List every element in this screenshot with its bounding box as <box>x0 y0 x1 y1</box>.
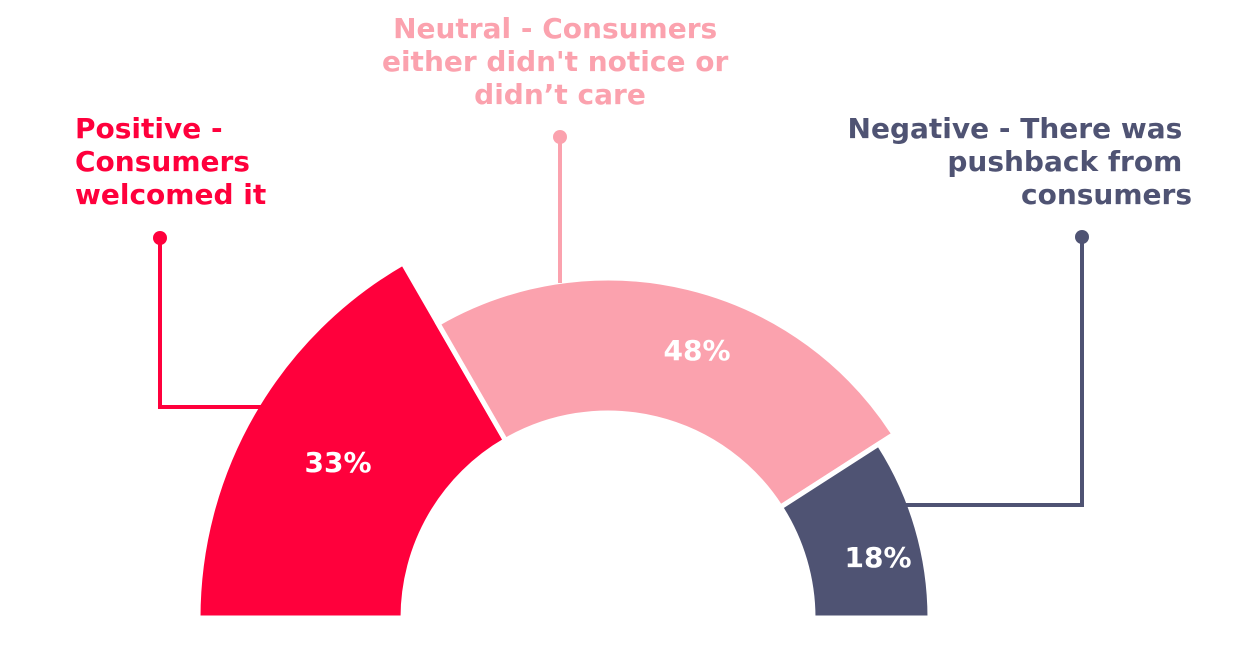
data-label-negative: 18% <box>844 541 911 574</box>
segment-negative <box>777 440 933 621</box>
label-negative: Negative - There was pushback from consu… <box>848 112 1192 211</box>
leader-dot-negative <box>1075 230 1089 244</box>
leader-line-negative <box>905 237 1084 507</box>
leader-line-positive <box>158 238 262 409</box>
label-neutral: Neutral - Consumers either didn't notice… <box>382 12 738 111</box>
data-label-neutral: 48% <box>663 334 730 367</box>
label-negative-line: pushback from <box>947 145 1182 178</box>
label-positive-line: welcomed it <box>75 178 266 211</box>
label-positive-line: Consumers <box>75 145 250 178</box>
label-negative-line: consumers <box>1021 178 1192 211</box>
label-positive: Positive - Consumers welcomed it <box>75 112 266 211</box>
segment-neutral <box>434 275 898 511</box>
leader-dot-neutral <box>553 130 567 144</box>
leader-dot-positive <box>153 231 167 245</box>
label-positive-line: Positive - <box>75 112 223 145</box>
data-label-positive: 33% <box>304 446 371 479</box>
label-neutral-line: didn’t care <box>474 78 646 111</box>
label-neutral-line: either didn't notice or <box>382 45 729 78</box>
segment-positive <box>195 259 509 621</box>
label-neutral-line: Neutral - Consumers <box>393 12 717 45</box>
label-negative-line: Negative - There was <box>848 112 1183 145</box>
